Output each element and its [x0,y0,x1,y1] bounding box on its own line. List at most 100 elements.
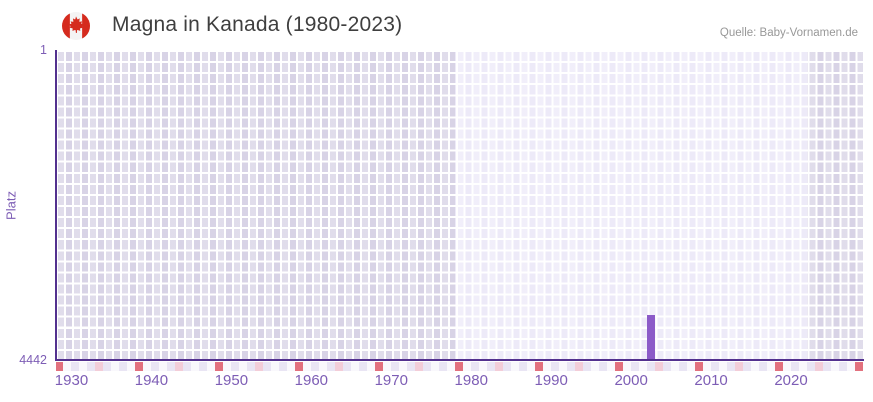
rug-cell-1980 [471,361,480,371]
rug-cell-1928 [55,361,64,371]
rug-cell-1946 [199,361,208,371]
rug-cell-1965 [351,361,360,371]
rug-cell-1932 [87,361,96,371]
rug-cell-1983 [495,361,504,371]
rug-cell-1968 [375,361,384,371]
rug-cell-2002 [647,361,656,371]
rug-cell-1969 [383,361,392,371]
rug-cell-2025 [831,361,840,371]
rug-cell-1975 [431,361,440,371]
rug-cell-1996 [599,361,608,371]
rug-cell-1987 [527,361,536,371]
rug-cell-2028 [855,361,864,371]
x-axis-line [54,359,864,361]
rug-cell-1957 [287,361,296,371]
rug-cell-1971 [399,361,408,371]
rug-cell-1938 [135,361,144,371]
rug-cell-1993 [575,361,584,371]
x-tick-label-1930: 1930 [54,372,89,389]
rug-cell-1984 [503,361,512,371]
rug-cell-2024 [823,361,832,371]
rug-cell-2010 [711,361,720,371]
rug-cell-1943 [175,361,184,371]
rug-cell-1962 [327,361,336,371]
rug-cell-2012 [727,361,736,371]
x-tick-label-2010: 2010 [694,372,728,389]
rug-cell-2001 [639,361,648,371]
rug-cell-2023 [815,361,824,371]
rug-cell-1977 [447,361,456,371]
rug-cell-1976 [439,361,448,371]
rug-cell-1979 [463,361,472,371]
rug-cell-1951 [239,361,248,371]
rug-cell-2019 [783,361,792,371]
rug-cell-1995 [591,361,600,371]
rug-cell-1949 [223,361,232,371]
rug-cell-2017 [767,361,776,371]
rug-cell-1985 [511,361,520,371]
rug-cell-1990 [551,361,560,371]
rug-cell-1998 [615,361,624,371]
rug-cell-1940 [151,361,160,371]
rug-cell-1953 [255,361,264,371]
rug-cell-2013 [735,361,744,371]
rug-cell-1989 [543,361,552,371]
rug-cell-1954 [263,361,272,371]
rug-cell-2018 [775,361,784,371]
rug-cell-2026 [839,361,848,371]
rug-cell-1939 [143,361,152,371]
rug-cell-1992 [567,361,576,371]
rug-cell-1986 [519,361,528,371]
rug-cell-2008 [695,361,704,371]
rug-cell-1972 [407,361,416,371]
chart-title: Magna in Kanada (1980-2023) [112,13,403,36]
rug-cell-2015 [751,361,760,371]
rug-cell-1994 [583,361,592,371]
rug-cell-1942 [167,361,176,371]
rug-cell-1967 [367,361,376,371]
x-tick-label-1950: 1950 [214,372,249,389]
source-credit: Quelle: Baby-Vornamen.de [719,27,858,39]
y-tick-label-top: 1 [40,43,47,57]
y-axis-line [54,50,57,361]
rug-cell-1955 [271,361,280,371]
rug-cell-1958 [295,361,304,371]
rug-cell-1933 [95,361,104,371]
rug-cell-1930 [71,361,80,371]
rug-cell-2014 [743,361,752,371]
plot-area [55,50,863,360]
rug-cell-1945 [191,361,200,371]
rug-cell-1997 [607,361,616,371]
x-tick-label-1990: 1990 [534,372,568,389]
rug-cell-2022 [807,361,816,371]
x-tick-label-2020: 2020 [774,372,808,389]
rug-cell-1959 [303,361,312,371]
rug-cell-1964 [343,361,352,371]
rug-cell-1961 [319,361,328,371]
canada-flag-svg [62,12,90,40]
rug-cell-2000 [631,361,640,371]
rug-cell-1956 [279,361,288,371]
rug-cell-1931 [79,361,88,371]
rug-cell-1963 [335,361,344,371]
canada-flag-icon [62,12,90,40]
rug-cell-2011 [719,361,728,371]
rug-cell-2016 [759,361,768,371]
rug-cell-1974 [423,361,432,371]
rug-strip [55,361,864,371]
rug-cell-2021 [799,361,808,371]
rug-cell-1947 [207,361,216,371]
grid-overlay [55,50,863,360]
rug-cell-1988 [535,361,544,371]
rug-cell-1999 [623,361,632,371]
rug-cell-2005 [671,361,680,371]
rug-cell-1952 [247,361,256,371]
rug-cell-1981 [479,361,488,371]
bar-2002[interactable] [647,315,656,360]
rug-cell-1944 [183,361,192,371]
rug-cell-1970 [391,361,400,371]
rug-cell-2004 [663,361,672,371]
rug-cell-2003 [655,361,664,371]
y-tick-label-bottom: 4442 [19,353,47,367]
